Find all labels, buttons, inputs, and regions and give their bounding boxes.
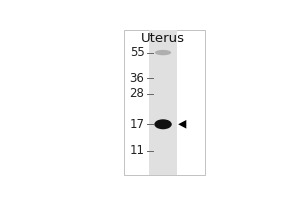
Polygon shape — [178, 120, 186, 129]
Text: 17: 17 — [130, 118, 145, 131]
Ellipse shape — [155, 50, 171, 55]
Text: 36: 36 — [130, 72, 145, 85]
Text: 55: 55 — [130, 46, 145, 59]
Text: 28: 28 — [130, 87, 145, 100]
Text: Uterus: Uterus — [141, 32, 185, 45]
Ellipse shape — [154, 119, 172, 129]
Text: 11: 11 — [130, 144, 145, 157]
